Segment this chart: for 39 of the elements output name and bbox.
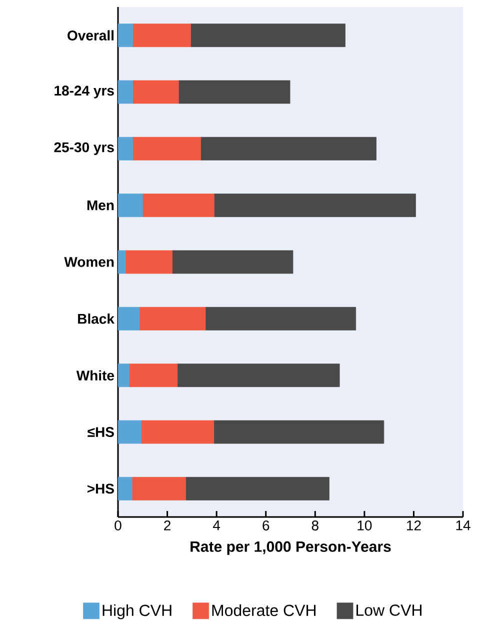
y-tick-label: White <box>76 370 114 380</box>
bar <box>128 364 178 388</box>
x-tick-label: 14 <box>456 520 470 530</box>
y-tick-label: Men <box>87 200 114 210</box>
y-tick-label: 25-30 yrs <box>54 142 114 156</box>
x-tick-label: 6 <box>262 520 270 530</box>
bar <box>172 250 294 274</box>
x-tick-label: 2 <box>164 520 170 530</box>
y-tick-label: Black <box>78 314 114 324</box>
bar <box>200 136 376 160</box>
x-tick-label: 8 <box>312 520 318 530</box>
legend-label: Low CVH <box>356 604 422 616</box>
bar <box>132 80 179 104</box>
bar <box>214 194 416 218</box>
bar <box>214 420 384 444</box>
y-tick-label: >HS <box>87 484 114 494</box>
x-tick-label: 0 <box>114 520 122 530</box>
bar <box>140 420 214 444</box>
bar <box>132 476 186 500</box>
y-tick-label: 18-24 yrs <box>54 86 114 98</box>
bar <box>177 364 340 388</box>
y-tick-label: Women <box>64 257 114 267</box>
bar <box>132 136 201 160</box>
bar <box>205 306 356 330</box>
bar <box>190 24 346 48</box>
x-tick-label: 12 <box>406 520 421 530</box>
y-tick-label: ≤HS <box>88 427 114 437</box>
bar <box>125 250 172 274</box>
legend-label: Moderate CVH <box>212 604 316 616</box>
x-axis-title: Rate per 1,000 Person-Years <box>190 541 391 555</box>
legend-label: High CVH <box>102 604 172 620</box>
y-tick-label: Overall <box>68 30 114 40</box>
bar <box>142 194 214 218</box>
x-tick-label: 10 <box>358 520 372 530</box>
bar <box>186 476 330 500</box>
x-tick-label: 4 <box>213 520 220 530</box>
bar <box>139 306 206 330</box>
bar <box>178 80 290 104</box>
bar <box>132 24 191 48</box>
